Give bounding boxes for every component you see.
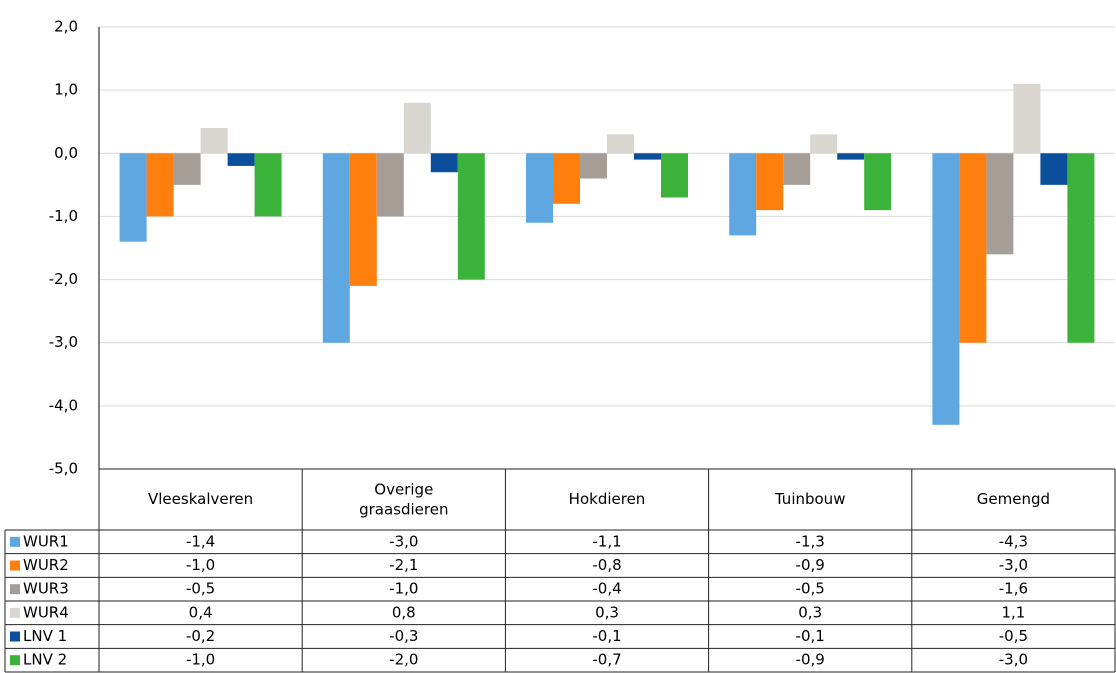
data-label: -1,1 (592, 532, 621, 550)
legend-swatch (10, 560, 20, 571)
bar (837, 153, 865, 160)
data-label: 0,4 (189, 603, 213, 621)
bar (173, 153, 201, 185)
data-label: -1,3 (796, 532, 825, 550)
data-label: 0,3 (595, 603, 619, 621)
bar (146, 153, 174, 217)
y-tick-label: -2,0 (49, 270, 78, 288)
bar (403, 102, 431, 154)
legend-swatch (10, 607, 20, 618)
legend-label: WUR3 (23, 580, 69, 598)
y-tick-label: -1,0 (49, 207, 78, 225)
data-label: -3,0 (999, 651, 1028, 669)
bar (430, 153, 458, 173)
y-tick-label: 0,0 (54, 144, 78, 162)
data-label: -0,5 (186, 580, 215, 598)
legend-label: LNV 2 (23, 651, 67, 669)
data-label: -1,0 (389, 580, 418, 598)
data-label: -2,1 (389, 556, 418, 574)
data-label: -0,2 (186, 627, 215, 645)
legend-label: LNV 1 (23, 627, 67, 645)
data-label: -3,0 (389, 532, 418, 550)
bar (119, 153, 147, 242)
bar (526, 153, 553, 223)
bar (864, 153, 892, 211)
x-tick-label: Hokdieren (569, 490, 646, 508)
data-label: -0,5 (796, 580, 825, 598)
legend-swatch (10, 631, 20, 642)
y-tick-label: -5,0 (49, 460, 78, 478)
legend-label: WUR2 (23, 556, 69, 574)
data-label: -2,0 (389, 651, 418, 669)
bar (376, 153, 404, 217)
data-label: -0,8 (592, 556, 621, 574)
legend-label: WUR1 (23, 532, 69, 550)
bar (553, 153, 580, 204)
data-label: 0,8 (392, 603, 416, 621)
data-label: -0,5 (999, 627, 1028, 645)
x-tick-label: Tuinbouw (774, 490, 846, 508)
data-label: 0,3 (798, 603, 822, 621)
legend-label: WUR4 (23, 603, 69, 621)
bar (661, 153, 688, 198)
bar (1013, 83, 1041, 154)
data-label: -4,3 (999, 532, 1028, 550)
bar (959, 153, 987, 343)
data-label: -0,1 (796, 627, 825, 645)
bar (457, 153, 485, 280)
data-label: -0,9 (796, 556, 825, 574)
data-label: -0,9 (796, 651, 825, 669)
bar (932, 153, 960, 425)
bar (783, 153, 811, 185)
x-tick-label-line: graasdieren (359, 500, 448, 518)
data-label: -3,0 (999, 556, 1028, 574)
y-tick-label: 2,0 (54, 18, 78, 36)
bar (254, 153, 282, 217)
x-tick-label: Vleeskalveren (148, 490, 253, 508)
x-tick-label: Overige graasdieren (359, 480, 448, 518)
legend-swatch (10, 584, 20, 595)
bar (756, 153, 784, 211)
y-tick-label: -4,0 (49, 396, 78, 414)
bar (729, 153, 757, 236)
y-tick-label: -3,0 (49, 333, 78, 351)
data-label: -0,1 (592, 627, 621, 645)
bar (1040, 153, 1068, 185)
x-tick-label: Gemengd (977, 490, 1050, 508)
data-label: -0,7 (592, 651, 621, 669)
bar (607, 134, 634, 154)
data-label: -0,3 (389, 627, 418, 645)
legend-swatch (10, 655, 20, 666)
y-tick-label: 1,0 (54, 81, 78, 99)
bar (634, 153, 661, 160)
bar (322, 153, 350, 343)
data-label: 1,1 (1001, 603, 1025, 621)
data-label: -1,6 (999, 580, 1028, 598)
legend-swatch (10, 536, 20, 547)
bar (1067, 153, 1095, 343)
bar (227, 153, 255, 166)
bar (200, 128, 228, 154)
bar (580, 153, 607, 179)
data-label: -1,4 (186, 532, 215, 550)
x-tick-label-line: Overige (374, 480, 433, 498)
bar (810, 134, 838, 154)
data-label: -1,0 (186, 651, 215, 669)
data-label: -0,4 (592, 580, 621, 598)
data-label: -1,0 (186, 556, 215, 574)
bar (986, 153, 1014, 255)
bar (349, 153, 377, 286)
